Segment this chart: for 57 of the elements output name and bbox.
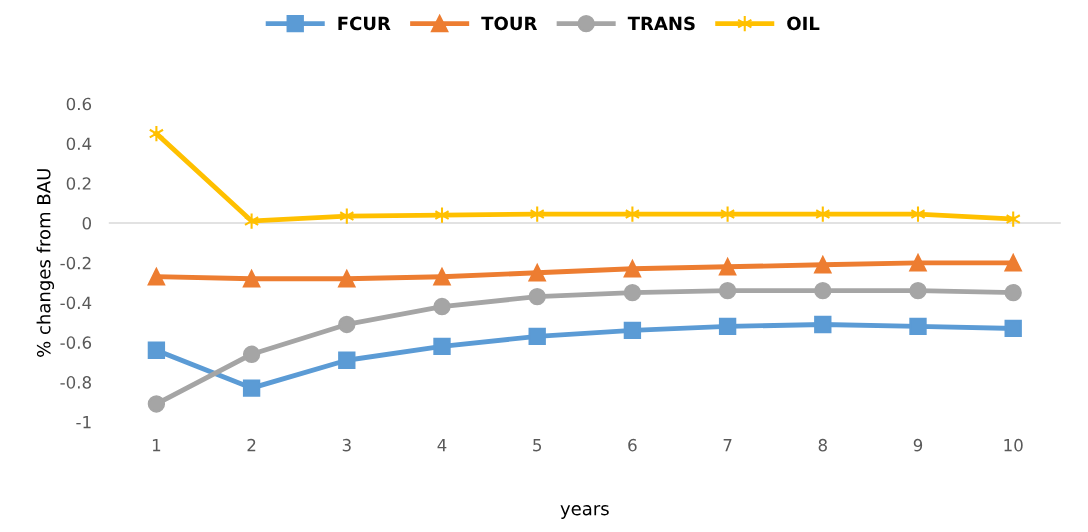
y-tick-label: -1 bbox=[76, 416, 91, 429]
point bbox=[1004, 254, 1022, 272]
point bbox=[338, 315, 356, 334]
x-tick-label: 10 bbox=[1004, 438, 1023, 452]
y-tick-label: 0.4 bbox=[66, 137, 92, 151]
point bbox=[814, 256, 832, 274]
x-tick-label: 6 bbox=[628, 438, 637, 452]
point bbox=[909, 281, 927, 300]
x-tick-label: 3 bbox=[342, 438, 351, 452]
point bbox=[718, 281, 737, 300]
point bbox=[433, 297, 451, 316]
point bbox=[623, 321, 642, 340]
point bbox=[814, 315, 832, 334]
y-tick-label: 0.6 bbox=[66, 97, 92, 111]
point bbox=[434, 206, 450, 224]
point bbox=[623, 283, 642, 302]
x-tick-label: 5 bbox=[533, 439, 542, 452]
x-tick-label: 9 bbox=[913, 438, 923, 452]
point bbox=[814, 281, 832, 300]
x-tick-label: 8 bbox=[818, 438, 827, 452]
y-tick-label: 0.2 bbox=[66, 177, 91, 190]
point bbox=[242, 270, 261, 288]
point bbox=[1004, 283, 1022, 302]
point bbox=[433, 337, 451, 355]
y-tick-label: -0.8 bbox=[60, 376, 91, 389]
point bbox=[718, 317, 737, 336]
x-tick-label: 2 bbox=[247, 438, 256, 452]
point bbox=[147, 341, 166, 359]
point bbox=[528, 287, 546, 306]
point bbox=[147, 395, 166, 413]
point bbox=[528, 327, 546, 346]
y-tick-label: -0.4 bbox=[60, 296, 92, 310]
y-axis-title: % changes from BAU bbox=[36, 169, 55, 357]
point bbox=[909, 254, 927, 272]
point bbox=[909, 317, 927, 336]
y-tick-label: 0 bbox=[82, 217, 92, 230]
legend-label: TRANS bbox=[627, 16, 695, 31]
x-axis-title: years bbox=[560, 505, 609, 519]
point bbox=[147, 268, 166, 286]
point bbox=[910, 205, 926, 223]
legend-label: FCUR bbox=[338, 16, 391, 31]
x-tick-label: 1 bbox=[152, 439, 161, 452]
point bbox=[338, 351, 356, 369]
point bbox=[338, 270, 356, 288]
point bbox=[623, 260, 642, 278]
legend-label: OIL bbox=[787, 16, 820, 31]
y-tick-label: -0.6 bbox=[60, 336, 92, 349]
point bbox=[433, 268, 451, 286]
legend-label: TOUR bbox=[481, 16, 538, 31]
point bbox=[718, 258, 737, 276]
point bbox=[242, 379, 261, 397]
point bbox=[528, 264, 546, 282]
point bbox=[242, 345, 261, 363]
x-tick-label: 7 bbox=[723, 439, 732, 452]
x-tick-label: 4 bbox=[437, 439, 447, 452]
point bbox=[1004, 319, 1022, 338]
y-tick-label: -0.2 bbox=[60, 256, 91, 270]
